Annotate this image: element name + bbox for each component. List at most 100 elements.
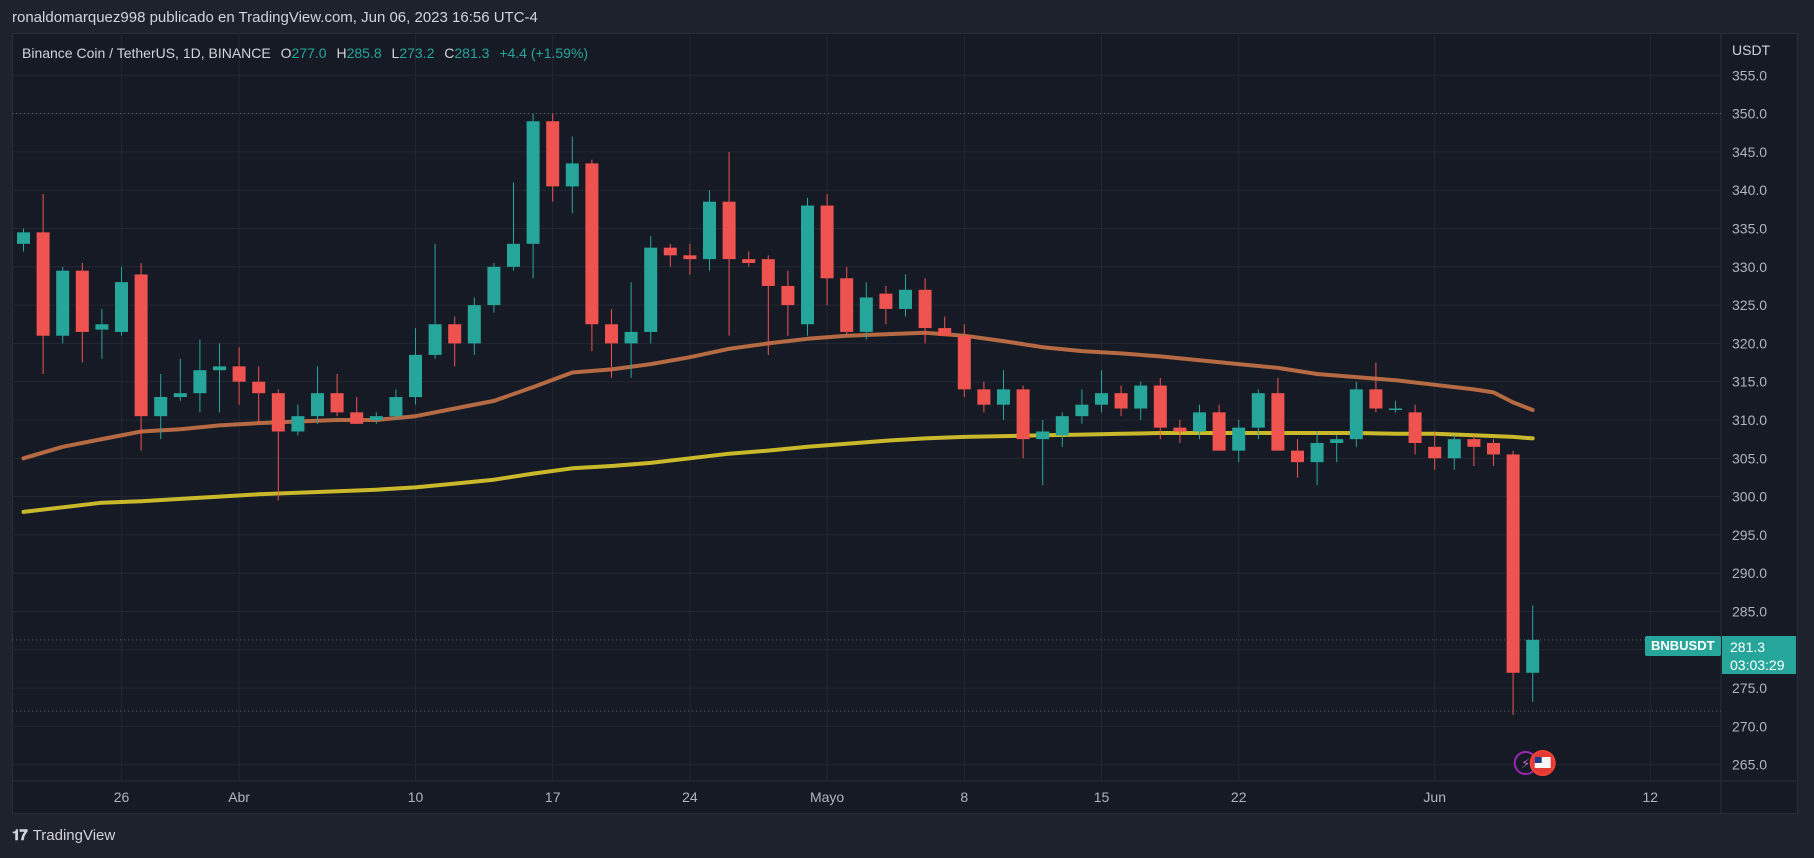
tradingview-logo-icon[interactable]: 𝟏𝟕 — [12, 827, 28, 844]
flag-field-icon — [1534, 757, 1551, 768]
x-tick-label: 17 — [545, 789, 561, 805]
symbol-legend: Binance Coin / TetherUS, 1D, BINANCE O27… — [22, 45, 588, 61]
candle-body — [369, 416, 383, 420]
y-tick-label: 270.0 — [1732, 718, 1767, 734]
x-tick-label: 12 — [1643, 789, 1659, 805]
candle-body — [585, 163, 599, 325]
candle-body — [1271, 393, 1285, 451]
candle-body — [1036, 431, 1050, 440]
candle-body — [1447, 439, 1461, 459]
legend-low-label: L — [391, 45, 400, 61]
candle-body — [232, 366, 246, 382]
candle-body — [1212, 412, 1226, 451]
legend-high-value: 285.8 — [346, 45, 382, 61]
candle-body — [1193, 412, 1206, 432]
candle-body — [1095, 393, 1108, 405]
candle-body — [467, 305, 481, 344]
candle-body — [75, 270, 89, 332]
y-tick-label: 355.0 — [1732, 67, 1767, 83]
candle-body — [859, 297, 873, 332]
candle-body — [1173, 427, 1187, 432]
candle-body — [938, 328, 952, 336]
candle-body — [703, 201, 716, 260]
last-price: 281.3 — [1730, 639, 1766, 655]
candle-body — [565, 163, 579, 187]
candle-body — [801, 205, 814, 325]
candle-body — [507, 243, 520, 267]
legend-close-value: 281.3 — [454, 45, 490, 61]
candle-body — [350, 412, 364, 424]
y-tick-label: 320.0 — [1732, 335, 1767, 351]
candle-body — [722, 201, 736, 260]
candle-body — [1251, 393, 1265, 428]
legend-close-label: C — [444, 45, 455, 61]
candle-body — [781, 285, 795, 306]
candle-body — [193, 370, 207, 394]
candle-body — [487, 266, 501, 306]
y-tick-label: 305.0 — [1732, 450, 1767, 466]
x-tick-label: 26 — [114, 789, 130, 805]
axis-currency: USDT — [1732, 42, 1771, 58]
candle-body — [1389, 408, 1402, 411]
candle-body — [409, 354, 422, 398]
candle-body — [997, 389, 1010, 405]
legend-low-value: 273.2 — [399, 45, 435, 61]
y-tick-label: 265.0 — [1732, 757, 1767, 773]
candle-body — [1428, 446, 1442, 459]
candle-body — [17, 232, 30, 244]
legend-high-label: H — [336, 45, 347, 61]
y-tick-label: 310.0 — [1732, 412, 1767, 428]
candle-body — [1467, 439, 1481, 447]
candle-body — [311, 393, 324, 417]
candle-body — [918, 289, 932, 329]
candle-body — [683, 255, 697, 260]
chart-frame[interactable] — [12, 33, 1798, 814]
y-tick-label: 300.0 — [1732, 489, 1767, 505]
y-tick-label: 335.0 — [1732, 221, 1767, 237]
candle-body — [1408, 412, 1422, 443]
candle-body — [840, 278, 854, 332]
publish-info: ronaldomarquez998 publicado en TradingVi… — [12, 9, 538, 26]
candle-body — [213, 366, 226, 371]
candle-body — [1291, 450, 1304, 463]
candle-body — [1134, 385, 1148, 409]
candle-body — [428, 324, 442, 355]
candle-body — [389, 397, 403, 417]
footer: 𝟏𝟕 TradingView — [12, 827, 115, 844]
candle-body — [1330, 439, 1344, 443]
candle-body — [154, 397, 168, 417]
candle-body — [1114, 393, 1128, 409]
candle-body — [252, 381, 266, 394]
legend-open-label: O — [280, 45, 292, 61]
x-tick-label: 10 — [408, 789, 424, 805]
candle-body — [1232, 427, 1246, 451]
candle-body — [115, 282, 128, 332]
y-tick-label: 285.0 — [1732, 603, 1767, 619]
legend-open-value: 277.0 — [291, 45, 327, 61]
candle-body — [546, 121, 560, 187]
candle-body — [1506, 454, 1520, 673]
candle-body — [1310, 442, 1324, 463]
candle-body — [605, 324, 618, 344]
brand-name[interactable]: TradingView — [32, 827, 116, 844]
candle-body — [1369, 389, 1383, 409]
legend-change: +4.4 (+1.59%) — [499, 45, 589, 61]
candle-body — [977, 389, 991, 405]
candle-body — [95, 324, 109, 330]
y-tick-label: 350.0 — [1732, 106, 1767, 122]
y-tick-label: 325.0 — [1732, 297, 1767, 313]
candle-body — [291, 416, 305, 432]
y-tick-label: 275.0 — [1732, 680, 1767, 696]
lightning-glyph-icon: ⚡ — [1521, 757, 1530, 772]
candle-body — [879, 293, 893, 309]
ma-slow-line — [21, 431, 1535, 514]
y-tick-label: 290.0 — [1732, 565, 1767, 581]
candle-body — [271, 393, 285, 432]
candle-body — [448, 324, 462, 344]
candle-body — [36, 232, 50, 336]
candle-body — [1153, 385, 1167, 428]
last-price-tag: 281.3 03:03:29 — [1722, 636, 1796, 674]
candle-body — [742, 259, 756, 263]
candle-body — [1016, 389, 1030, 440]
